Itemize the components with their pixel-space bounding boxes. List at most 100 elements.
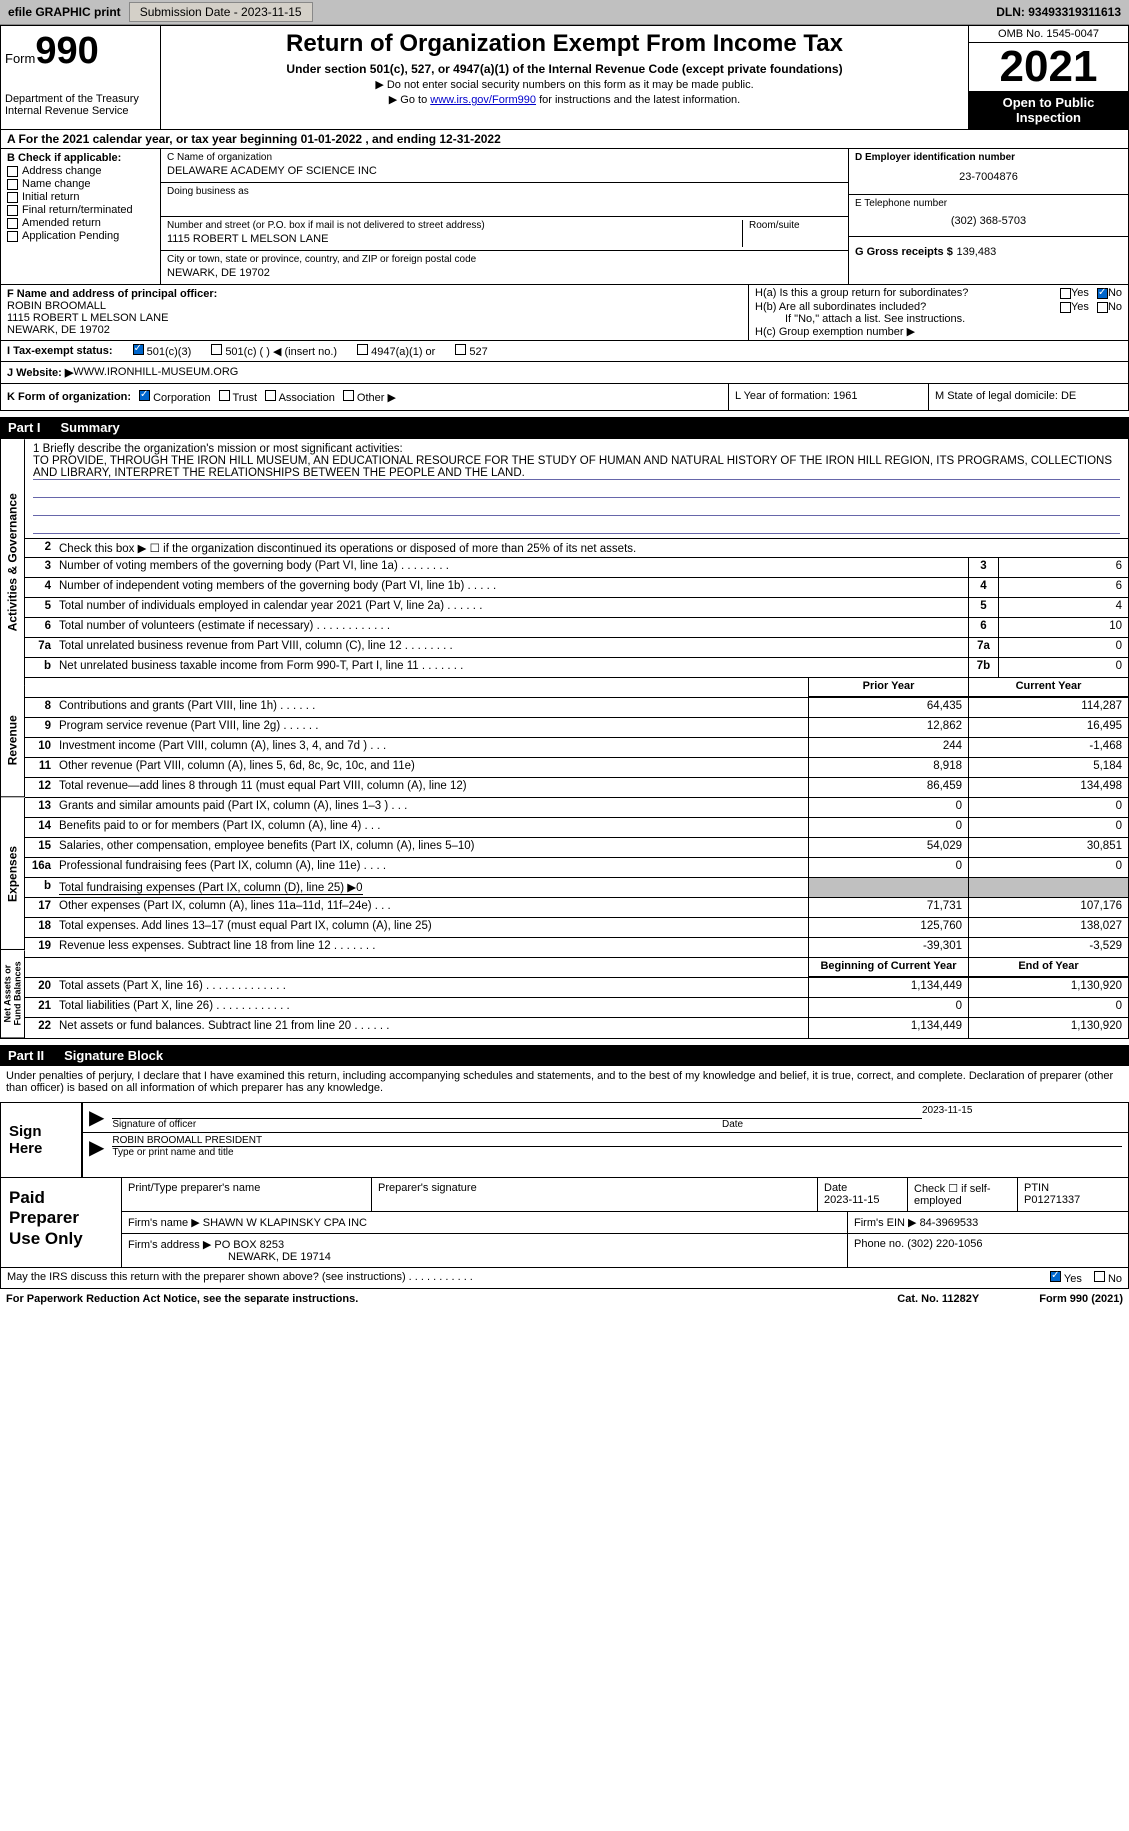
cb-amended[interactable]: Amended return — [7, 217, 154, 229]
efile-label: efile GRAPHIC print — [8, 5, 121, 19]
part1-header: Part I Summary — [0, 417, 1129, 438]
cb-name-change[interactable]: Name change — [7, 178, 154, 190]
ein-label: D Employer identification number — [855, 152, 1122, 163]
line-17: Other expenses (Part IX, column (A), lin… — [55, 898, 808, 917]
cb-pending[interactable]: Application Pending — [7, 230, 154, 242]
paid-preparer-block: Paid Preparer Use Only Print/Type prepar… — [0, 1178, 1129, 1268]
line-7a-val: 0 — [998, 638, 1128, 657]
gross-label: G Gross receipts $ — [855, 246, 953, 258]
ha-label: H(a) Is this a group return for subordin… — [755, 287, 1060, 299]
hdr-current: Current Year — [968, 678, 1128, 697]
hb-label: H(b) Are all subordinates included? — [755, 301, 1060, 313]
form-footer-label: Form 990 (2021) — [1039, 1293, 1123, 1305]
irs-discuss-row: May the IRS discuss this return with the… — [0, 1268, 1129, 1289]
cb-other[interactable] — [343, 390, 354, 401]
cb-final-return[interactable]: Final return/terminated — [7, 204, 154, 216]
submission-date-button[interactable]: Submission Date - 2023-11-15 — [129, 2, 313, 22]
website-label: J Website: ▶ — [7, 366, 73, 379]
sign-here-block: Sign Here ▶ Signature of officer Date 20… — [0, 1102, 1129, 1178]
org-name-label: C Name of organization — [167, 152, 842, 163]
hb-no-cb[interactable] — [1097, 302, 1108, 313]
line-2: Check this box ▶ ☐ if the organization d… — [55, 539, 1128, 557]
sig-date-label: Date — [722, 1119, 922, 1130]
line-4-val: 6 — [998, 578, 1128, 597]
line-7b: Net unrelated business taxable income fr… — [55, 658, 968, 677]
line-12: Total revenue—add lines 8 through 11 (mu… — [55, 778, 808, 797]
cb-501c3[interactable] — [133, 344, 144, 355]
line-3: Number of voting members of the governin… — [55, 558, 968, 577]
line-7b-val: 0 — [998, 658, 1128, 677]
line-8: Contributions and grants (Part VIII, lin… — [55, 698, 808, 717]
cat-no: Cat. No. 11282Y — [897, 1293, 979, 1305]
cb-527[interactable] — [455, 344, 466, 355]
hb-yes-cb[interactable] — [1060, 302, 1071, 313]
note2-pre: ▶ Go to — [389, 94, 430, 106]
vtab-expenses: Expenses — [1, 798, 25, 950]
cb-assoc[interactable] — [265, 390, 276, 401]
year-formation: L Year of formation: 1961 — [728, 384, 928, 410]
vtab-netassets: Net Assets or Fund Balances — [1, 950, 25, 1038]
cb-address-change[interactable]: Address change — [7, 165, 154, 177]
line-7a: Total unrelated business revenue from Pa… — [55, 638, 968, 657]
officer-info: F Name and address of principal officer:… — [1, 285, 748, 340]
state-domicile: M State of legal domicile: DE — [928, 384, 1128, 410]
paperwork-notice: For Paperwork Reduction Act Notice, see … — [6, 1293, 897, 1305]
irs-yes-cb[interactable] — [1050, 1271, 1061, 1282]
sig-intro: Under penalties of perjury, I declare th… — [0, 1066, 1129, 1098]
ha-yes-cb[interactable] — [1060, 288, 1071, 299]
line-22: Net assets or fund balances. Subtract li… — [55, 1018, 808, 1038]
line-20: Total assets (Part X, line 16) . . . . .… — [55, 978, 808, 997]
part2-header: Part II Signature Block — [0, 1045, 1129, 1066]
tax-status-row: I Tax-exempt status: 501(c)(3) 501(c) ( … — [0, 341, 1129, 362]
paid-label: Paid Preparer Use Only — [1, 1178, 121, 1267]
k-label: K Form of organization: — [7, 391, 131, 403]
section-c: C Name of organization DELAWARE ACADEMY … — [161, 149, 848, 284]
website-row: J Website: ▶ WWW.IRONHILL-MUSEUM.ORG — [0, 362, 1129, 384]
part2-num: Part II — [8, 1048, 44, 1063]
room-label: Room/suite — [749, 220, 842, 231]
city-value: NEWARK, DE 19702 — [167, 265, 842, 281]
city-label: City or town, state or province, country… — [167, 254, 842, 265]
preparer-name-label: Print/Type preparer's name — [122, 1178, 372, 1211]
ha-no-cb[interactable] — [1097, 288, 1108, 299]
ptin-value: P01271337 — [1024, 1194, 1122, 1206]
inspection-notice: Open to Public Inspection — [969, 91, 1128, 129]
summary-body: Activities & Governance Revenue Expenses… — [0, 438, 1129, 1039]
firm-ein-label: Firm's EIN ▶ — [854, 1217, 917, 1229]
section-d: D Employer identification number 23-7004… — [848, 149, 1128, 284]
ptin-label: PTIN — [1024, 1182, 1122, 1194]
part1-title: Summary — [61, 420, 120, 435]
firm-name-label: Firm's name ▶ — [128, 1217, 200, 1229]
line-6-val: 10 — [998, 618, 1128, 637]
cb-initial-return[interactable]: Initial return — [7, 191, 154, 203]
firm-addr2: NEWARK, DE 19714 — [128, 1251, 841, 1263]
officer-printed-name: ROBIN BROOMALL PRESIDENT — [112, 1135, 1122, 1146]
toolbar: efile GRAPHIC print Submission Date - 20… — [0, 0, 1129, 25]
line-21: Total liabilities (Part X, line 26) . . … — [55, 998, 808, 1017]
cb-trust[interactable] — [219, 390, 230, 401]
arrow-icon: ▶ — [89, 1135, 104, 1161]
phone-value: (302) 368-5703 — [855, 209, 1122, 233]
sign-here-label: Sign Here — [1, 1103, 81, 1177]
dept-label: Department of the Treasury Internal Reve… — [5, 93, 156, 117]
irs-no-cb[interactable] — [1094, 1271, 1105, 1282]
firm-name: SHAWN W KLAPINSKY CPA INC — [203, 1217, 367, 1229]
firm-ein: 84-3969533 — [920, 1217, 979, 1229]
phone-label: E Telephone number — [855, 198, 1122, 209]
irs-link[interactable]: www.irs.gov/Form990 — [430, 94, 536, 106]
form-header: Form990 Department of the Treasury Inter… — [0, 25, 1129, 130]
tax-year: 2021 — [969, 43, 1128, 91]
vtab-revenue: Revenue — [1, 685, 25, 797]
section-b: B Check if applicable: Address change Na… — [1, 149, 161, 284]
cb-corp[interactable] — [139, 390, 150, 401]
cb-501c[interactable] — [211, 344, 222, 355]
cb-4947[interactable] — [357, 344, 368, 355]
prep-date-label: Date — [824, 1182, 901, 1194]
street-label: Number and street (or P.O. box if mail i… — [167, 220, 742, 231]
hdr-prior: Prior Year — [808, 678, 968, 697]
period-row: A For the 2021 calendar year, or tax yea… — [0, 130, 1129, 149]
line-3-val: 6 — [998, 558, 1128, 577]
section-b-label: B Check if applicable: — [7, 152, 154, 164]
hc-label: H(c) Group exemption number ▶ — [755, 325, 1122, 338]
website-value: WWW.IRONHILL-MUSEUM.ORG — [73, 366, 238, 379]
